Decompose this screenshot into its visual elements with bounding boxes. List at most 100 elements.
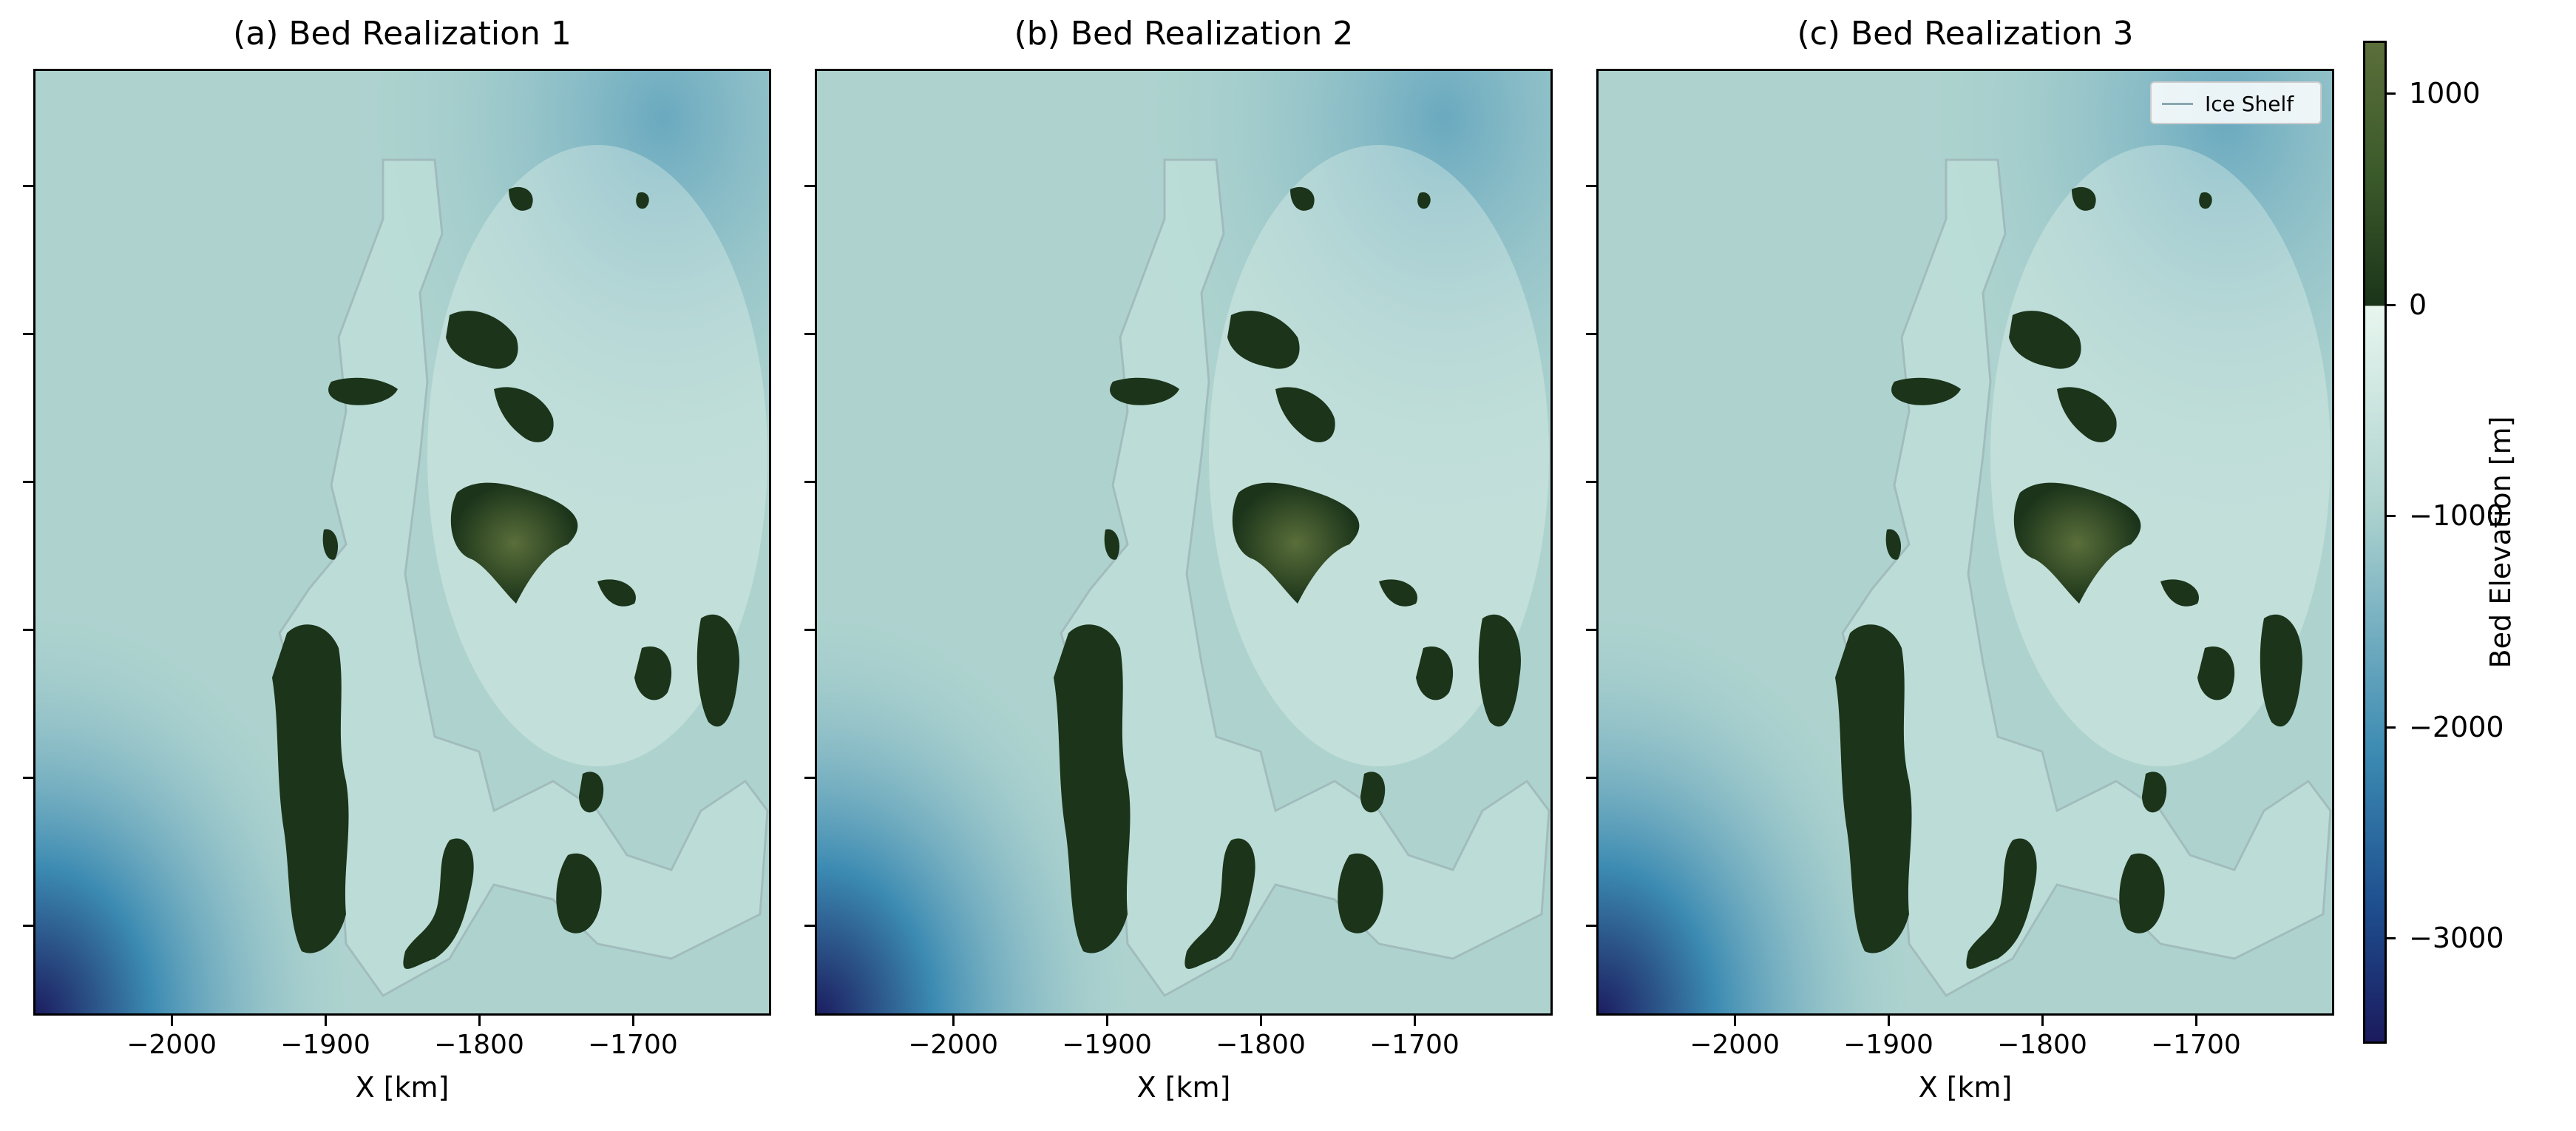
- colorbar-tick-label: −3000: [2409, 922, 2504, 955]
- panel-c-map: Ice Shelf: [1596, 69, 2334, 1016]
- land-island-north-arm: [328, 377, 398, 405]
- ice-shelf-outline: [1841, 158, 2332, 997]
- x-tick-label: −1900: [1062, 1030, 1152, 1060]
- land-island-south-small: [579, 772, 604, 813]
- bed-elevation-map: [35, 71, 769, 1013]
- colorbar-tick-label: −2000: [2409, 710, 2504, 743]
- land-island-north-cluster: [2009, 311, 2081, 369]
- x-tick-mark: [478, 1016, 481, 1026]
- x-tick-mark: [1734, 1016, 1737, 1026]
- colorbar-tick-mark: [2385, 726, 2396, 729]
- y-tick-mark: [1586, 481, 1596, 483]
- panel-b-title: (b) Bed Realization 2: [1014, 15, 1354, 53]
- land-island-south-small: [1360, 772, 1386, 813]
- x-tick-mark: [171, 1016, 174, 1026]
- legend: Ice Shelf: [2150, 81, 2322, 124]
- y-tick-mark: [1586, 629, 1596, 631]
- y-tick-mark: [804, 629, 815, 631]
- x-tick-label: −1700: [587, 1030, 678, 1060]
- land-island-north-cluster: [1227, 311, 1300, 369]
- colorbar-tick-mark: [2385, 92, 2396, 95]
- colorbar-tick-label: −1000: [2409, 499, 2504, 533]
- y-tick-mark: [23, 333, 33, 335]
- panel-a-map: [33, 69, 771, 1016]
- land-island-north-small: [1290, 186, 1315, 211]
- y-tick-mark: [1586, 333, 1596, 335]
- land-island-south-small: [2142, 772, 2167, 813]
- x-tick-label: −1900: [280, 1030, 370, 1060]
- land-peninsula-west: [1835, 624, 1912, 953]
- land-island-west-small: [1885, 529, 1902, 560]
- y-tick-mark: [23, 777, 33, 779]
- land-island-north-arm: [1891, 377, 1961, 405]
- land-island-northeast-dot: [636, 192, 649, 209]
- colorbar-tick-mark: [2385, 515, 2396, 518]
- x-tick-mark: [1888, 1016, 1891, 1026]
- land-island-south-hook: [1966, 838, 2037, 969]
- ice-shelf-legend-swatch: [2162, 103, 2193, 105]
- bed-elevation-map: [817, 71, 1550, 1013]
- land-island-west-small: [1104, 529, 1120, 560]
- y-tick-mark: [1586, 777, 1596, 779]
- colorbar-tick-label: 0: [2409, 288, 2427, 321]
- panel-b-xlabel: X [km]: [1136, 1071, 1231, 1104]
- x-tick-label: −1700: [2150, 1030, 2241, 1060]
- bed-elevation-map: [1599, 71, 2332, 1013]
- y-tick-mark: [23, 185, 33, 187]
- land-island-west-small: [322, 529, 339, 560]
- y-tick-mark: [804, 925, 815, 927]
- land-island-east-mid: [2197, 646, 2235, 700]
- x-tick-label: −2000: [1689, 1030, 1780, 1060]
- x-tick-label: −1800: [1997, 1030, 2087, 1060]
- land-island-south-east: [1338, 853, 1383, 934]
- land-island-east-lower: [1478, 614, 1521, 727]
- panel-a-title: (a) Bed Realization 1: [233, 15, 572, 53]
- land-island-north-small: [509, 186, 533, 211]
- colorbar: [2363, 41, 2387, 1044]
- x-tick-label: −2000: [126, 1030, 217, 1060]
- panel-c-title: (c) Bed Realization 3: [1797, 15, 2134, 53]
- land-island-east-row: [1379, 579, 1417, 607]
- x-tick-label: −1800: [434, 1030, 524, 1060]
- y-tick-mark: [23, 481, 33, 483]
- x-tick-label: −1700: [1369, 1030, 1460, 1060]
- land-island-northeast-dot: [2199, 192, 2212, 209]
- land-island-south-hook: [403, 838, 474, 969]
- y-tick-mark: [23, 925, 33, 927]
- y-tick-mark: [804, 481, 815, 483]
- x-tick-label: −2000: [908, 1030, 999, 1060]
- land-island-south-hook: [1184, 838, 1255, 969]
- land-peninsula-west: [1054, 624, 1131, 953]
- x-tick-mark: [631, 1016, 634, 1026]
- land-island-east-mid: [1416, 646, 1454, 700]
- land-island-mid-east: [2057, 387, 2117, 442]
- land-island-east-mid: [634, 646, 672, 700]
- colorbar-tick-mark: [2385, 303, 2396, 306]
- land-island-south-east: [2119, 853, 2165, 934]
- land-island-central: [450, 482, 578, 604]
- land-peninsula-west: [272, 624, 349, 953]
- land-island-east-row: [2160, 579, 2199, 607]
- x-tick-mark: [1106, 1016, 1109, 1026]
- panel-a-xlabel: X [km]: [355, 1071, 450, 1104]
- land-island-mid-east: [494, 387, 554, 442]
- x-tick-mark: [952, 1016, 955, 1026]
- land-island-central: [1232, 482, 1360, 604]
- land-island-east-row: [597, 579, 636, 607]
- panel-b-map: [815, 69, 1553, 1016]
- y-tick-mark: [1586, 925, 1596, 927]
- land-island-south-east: [556, 853, 602, 934]
- y-tick-mark: [1586, 185, 1596, 187]
- panel-c-xlabel: X [km]: [1918, 1071, 2013, 1104]
- land-island-north-cluster: [446, 311, 518, 369]
- colorbar-tick-label: 1000: [2409, 77, 2481, 110]
- land-island-north-arm: [1110, 377, 1179, 405]
- y-tick-mark: [23, 629, 33, 631]
- x-tick-mark: [2041, 1016, 2044, 1026]
- y-tick-mark: [804, 185, 815, 187]
- y-tick-mark: [804, 777, 815, 779]
- land-island-central: [2013, 482, 2141, 604]
- colorbar-label: Bed Elevation [m]: [2484, 416, 2517, 669]
- ice-shelf-outline: [1060, 158, 1550, 997]
- y-tick-mark: [804, 333, 815, 335]
